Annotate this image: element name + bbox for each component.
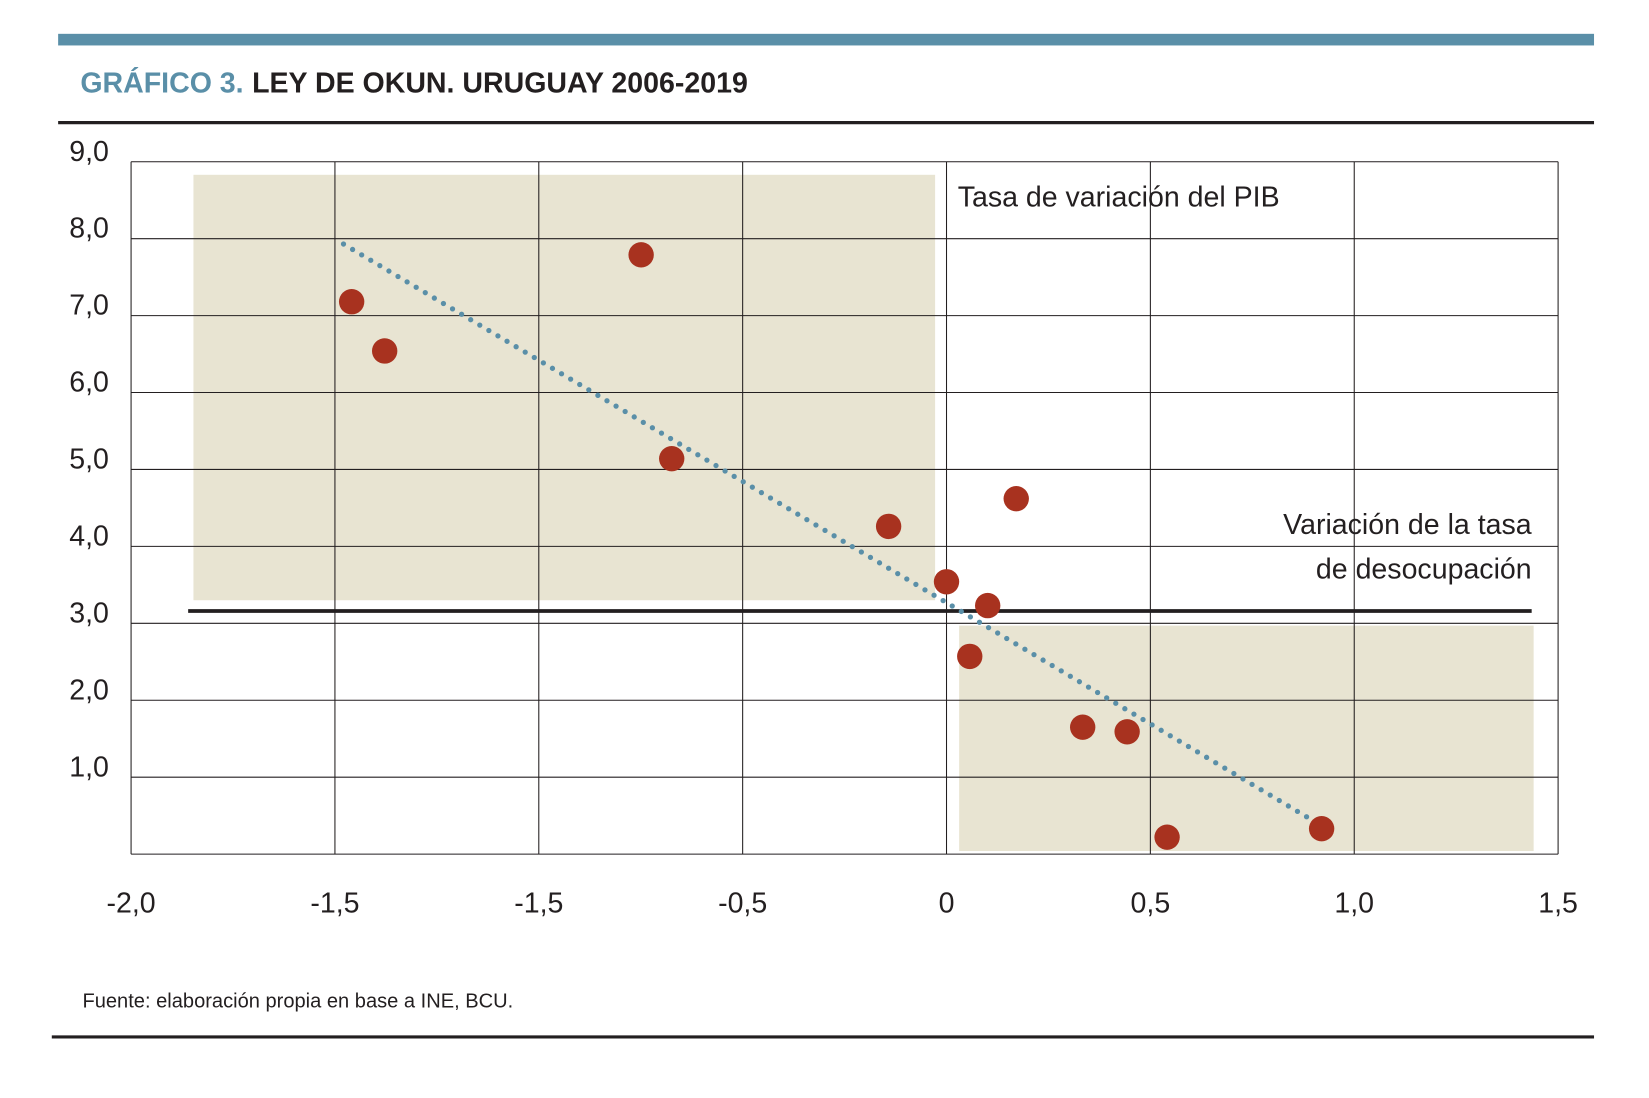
y-tick-label: 7,0	[69, 290, 109, 322]
data-point	[1308, 816, 1335, 842]
x-tick-label: 1,0	[1334, 887, 1374, 919]
data-point	[1070, 714, 1096, 740]
y-tick-label: 5,0	[69, 444, 109, 476]
data-point	[1003, 486, 1029, 512]
y-tick-label: 3,0	[69, 597, 109, 629]
data-point	[957, 643, 983, 670]
data-point	[1114, 719, 1140, 745]
y-tick-label: 6,0	[69, 367, 109, 399]
data-point	[875, 513, 902, 540]
data-point	[628, 242, 654, 268]
data-point	[659, 445, 685, 472]
source: Fuente: elaboración propia en base a INE…	[82, 990, 513, 1012]
x-tick-label: -0,5	[718, 887, 767, 919]
data-point	[338, 289, 365, 315]
annotation: de desocupación	[1316, 553, 1532, 585]
shaded-region	[193, 174, 936, 601]
chart-label: GRÁFICO 3.	[80, 67, 243, 99]
y-tick-label: 8,0	[69, 213, 109, 245]
y-tick-label: 9,0	[69, 136, 109, 168]
trend-line	[340, 241, 1319, 826]
chart-title-text: LEY DE OKUN. URUGUAY 2006-2019	[252, 67, 748, 99]
annotation: Variación de la tasa	[1283, 509, 1532, 541]
annotation: Tasa de variación del PIB	[958, 181, 1280, 213]
x-tick-label: 0	[939, 887, 955, 919]
chart-title: GRÁFICO 3. LEY DE OKUN. URUGUAY 2006-2019	[80, 67, 748, 99]
y-tick-label: 4,0	[69, 520, 109, 552]
data-point	[975, 592, 1001, 619]
plot-area: 1,0 2,0 3,0 4,0 5,0 6,0 7,0 8,0 9,0 -2,0 -1,5 -1,5 -…	[69, 136, 1578, 920]
y-tick-label: 1,0	[69, 751, 109, 783]
x-tick-label: 1,5	[1538, 887, 1578, 919]
data-point	[1154, 824, 1180, 850]
data-point	[371, 338, 398, 364]
data-point	[933, 569, 960, 595]
y-tick-label: 2,0	[69, 674, 109, 706]
top-bar	[58, 33, 1595, 46]
x-tick-label: -1,5	[310, 887, 359, 919]
x-tick-label: -1,5	[514, 887, 563, 919]
x-tick-label: -2,0	[106, 887, 155, 919]
shaded-region	[959, 625, 1534, 852]
x-tick-label: 0,5	[1131, 887, 1171, 919]
